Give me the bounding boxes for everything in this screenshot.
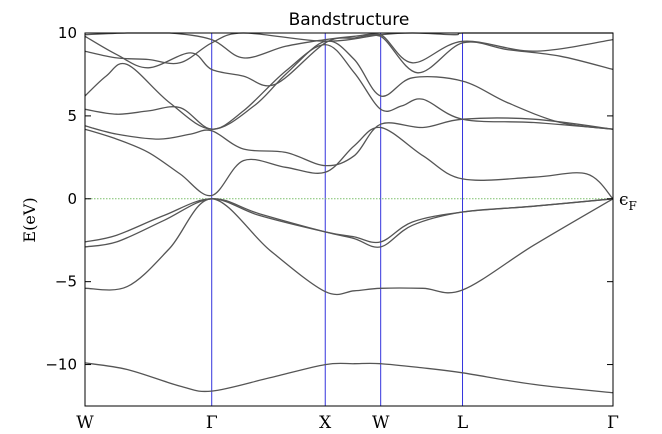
band-line-8: [84, 40, 614, 130]
x-tick-label: Γ: [607, 413, 619, 433]
band-line-1: [84, 362, 614, 394]
x-tick-label: W: [372, 413, 390, 433]
x-tick-label: W: [76, 413, 94, 433]
kpoint-lines: [211, 33, 464, 406]
plot-frame: [84, 32, 614, 407]
band-line-4: [84, 198, 614, 244]
band-line-10: [84, 32, 614, 64]
band-line-2: [84, 198, 614, 296]
x-tick-label: Γ: [206, 413, 218, 433]
fermi-level-label: ϵF: [619, 190, 637, 213]
fermi-epsilon: ϵ: [619, 190, 629, 210]
band-line-5: [84, 126, 614, 200]
y-tick-label: 0: [67, 190, 77, 208]
y-ticks: 10 5 0 −5 −10: [45, 24, 613, 374]
chart-title: Bandstructure: [289, 10, 410, 30]
band-lines: [84, 32, 614, 394]
x-tick-label: X: [319, 413, 332, 433]
y-tick-label: 5: [67, 107, 77, 125]
band-line-9: [84, 34, 614, 87]
y-tick-label: 10: [58, 24, 77, 42]
y-axis-label: E(eV): [20, 197, 39, 242]
y-tick-label: −10: [45, 356, 77, 374]
y-tick-label: −5: [55, 273, 77, 291]
fermi-subscript: F: [629, 199, 637, 213]
band-line-6: [84, 117, 614, 167]
x-tick-label: L: [457, 413, 468, 433]
band-line-7: [84, 43, 614, 130]
